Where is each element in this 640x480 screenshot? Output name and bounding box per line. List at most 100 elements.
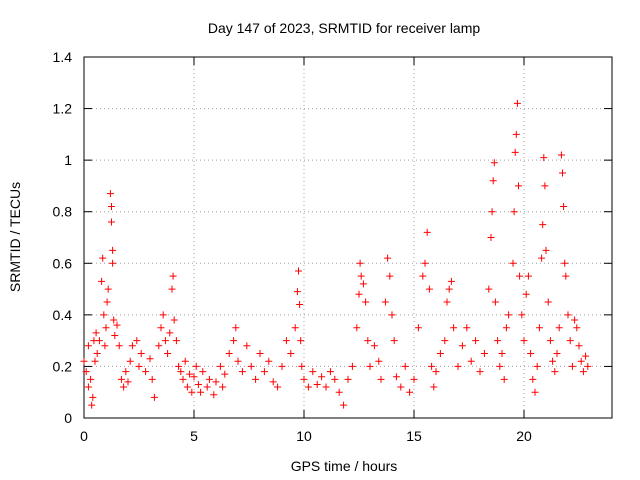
data-point: [348, 362, 356, 370]
data-point: [84, 342, 92, 350]
data-point: [101, 342, 109, 350]
data-point: [170, 316, 178, 324]
data-point: [300, 375, 308, 383]
data-point: [137, 350, 145, 358]
data-point: [309, 368, 317, 376]
data-point: [527, 350, 535, 358]
data-point: [386, 272, 394, 280]
data-point: [397, 383, 405, 391]
data-point: [340, 401, 348, 409]
data-point: [502, 324, 510, 332]
data-point: [335, 388, 343, 396]
data-point: [515, 182, 522, 190]
data-point: [278, 362, 286, 370]
data-point: [447, 277, 455, 285]
data-point: [82, 368, 90, 376]
data-point: [564, 311, 572, 319]
data-point: [485, 285, 493, 293]
data-point: [443, 298, 451, 306]
data-point: [212, 378, 220, 386]
data-point: [450, 324, 458, 332]
data-point: [406, 388, 414, 396]
plot-frame: [83, 56, 613, 419]
data-point: [375, 357, 383, 365]
data-point: [364, 337, 372, 345]
data-point: [216, 362, 224, 370]
data-point: [98, 277, 106, 285]
data-point: [179, 375, 187, 383]
data-point: [445, 285, 453, 293]
data-point: [313, 380, 321, 388]
data-point: [529, 375, 537, 383]
data-point: [256, 350, 264, 358]
data-point: [111, 331, 119, 339]
data-point: [392, 373, 400, 381]
data-point: [104, 285, 112, 293]
data-point: [533, 362, 541, 370]
data-point: [128, 342, 136, 350]
data-point: [91, 357, 99, 365]
y-tick-label: 1.2: [53, 101, 73, 117]
data-point: [513, 99, 521, 107]
data-point: [500, 375, 508, 383]
y-tick-label: 0.4: [53, 307, 73, 323]
data-point: [199, 368, 207, 376]
data-point: [181, 357, 189, 365]
data-point: [322, 383, 330, 391]
data-point: [219, 383, 227, 391]
data-point: [169, 272, 177, 280]
data-point: [509, 259, 517, 267]
data-point: [522, 290, 530, 298]
data-point: [188, 388, 196, 396]
data-point: [505, 311, 513, 319]
data-point: [480, 350, 488, 358]
data-point: [388, 311, 396, 319]
data-point: [557, 151, 565, 159]
data-point: [84, 383, 92, 391]
data-point: [577, 357, 585, 365]
data-point: [120, 383, 128, 391]
data-point: [467, 357, 475, 365]
data-point: [428, 362, 436, 370]
data-point: [183, 383, 191, 391]
data-point: [282, 337, 290, 345]
data-point: [357, 272, 365, 280]
data-point: [381, 298, 389, 306]
data-point: [520, 337, 528, 345]
data-point: [419, 272, 427, 280]
data-point: [463, 324, 471, 332]
data-point: [436, 350, 444, 358]
data-point: [192, 362, 200, 370]
data-point: [108, 203, 115, 211]
data-point: [458, 342, 466, 350]
data-point: [166, 329, 174, 337]
data-point: [190, 373, 198, 381]
data-point: [175, 362, 183, 370]
data-point: [535, 324, 543, 332]
data-point: [113, 321, 121, 329]
data-point: [490, 159, 498, 167]
data-point: [269, 378, 277, 386]
data-point: [370, 342, 378, 350]
data-point: [472, 337, 480, 345]
data-point: [584, 362, 592, 370]
data-point: [512, 130, 520, 138]
x-tick-label: 15: [406, 428, 422, 444]
y-tick-label: 0.6: [53, 255, 73, 271]
data-point: [108, 218, 115, 226]
data-point: [197, 388, 205, 396]
data-point: [89, 393, 97, 401]
data-point: [498, 350, 506, 358]
data-point: [109, 246, 117, 254]
data-point: [518, 311, 526, 319]
data-point: [487, 234, 495, 241]
data-point: [135, 362, 143, 370]
data-point: [243, 342, 251, 350]
data-point: [432, 368, 440, 376]
data-point: [99, 254, 107, 262]
x-tick-label: 10: [296, 428, 312, 444]
data-point: [142, 368, 150, 376]
data-point: [551, 368, 559, 376]
